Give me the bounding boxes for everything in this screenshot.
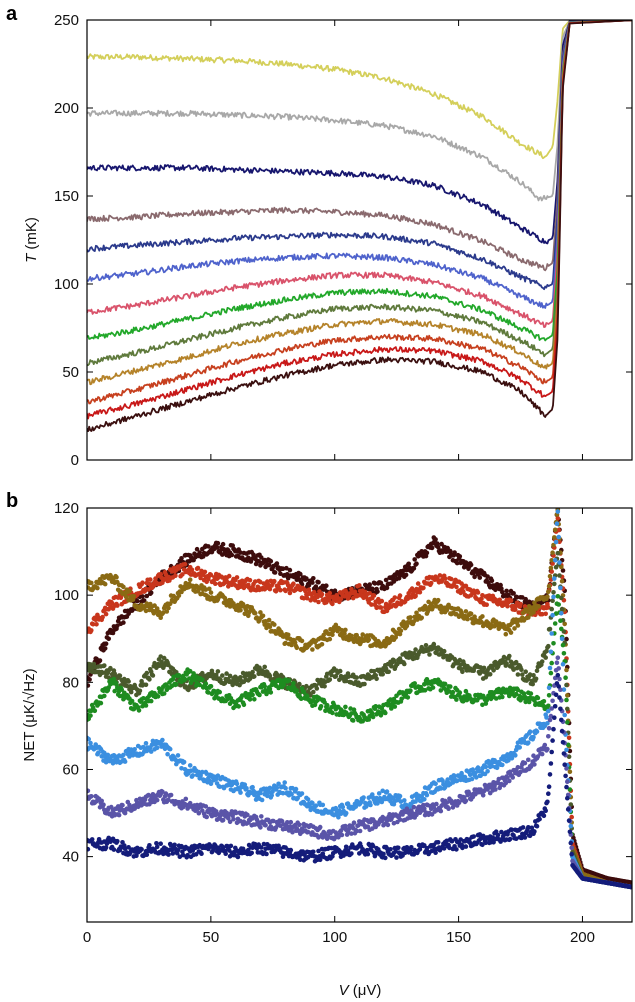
- panel-a-y-tick-label: 250: [54, 12, 79, 29]
- panel-b-x-axis-variable: V: [339, 982, 351, 999]
- panel-a-y-tick-label: 200: [54, 100, 79, 117]
- panel-a-series-3-line: [87, 20, 632, 272]
- panel-a-y-axis-label: T (mK): [23, 217, 40, 263]
- panel-a-y-axis-variable: T: [23, 252, 40, 263]
- panel-a-series-11-line: [87, 20, 632, 420]
- panel-b-x-tick-label: 50: [203, 929, 220, 946]
- panel-b-frame: [86, 507, 633, 923]
- panel-b-x-axis-unit: (μV): [349, 982, 382, 999]
- panel-a-series-10-line: [87, 20, 632, 405]
- panel-a-series-7-line: [87, 20, 632, 342]
- panel-a-series-9-line: [87, 20, 632, 386]
- panel-a-series-6-line: [87, 20, 632, 328]
- panel-b-x-tick-label: 0: [83, 929, 91, 946]
- panel-a-letter: a: [6, 3, 18, 25]
- panel-b-x-axis-label: V (μV): [339, 982, 382, 999]
- panel-b-x-tick-label: 150: [446, 929, 471, 946]
- panel-b-y-axis-label: NET (μK/√Hz): [21, 668, 38, 761]
- panel-a-y-axis-unit: (mK): [23, 217, 40, 254]
- panel-a-y-tick-label: 50: [62, 364, 79, 381]
- panel-a-series-1-line: [87, 20, 632, 202]
- panel-b-ticks: 0 50 100 150 200 40 60 80 100 120: [54, 500, 632, 946]
- panel-b-x-tick-label: 100: [322, 929, 347, 946]
- panel-a: a 0 50 100 150 200 250 T (mK): [6, 3, 633, 469]
- panel-a-series-4-line: [87, 20, 632, 291]
- panel-a-frame: [86, 19, 633, 461]
- panel-b-series-layer: [87, 508, 632, 890]
- panel-a-series-12-line: [87, 20, 632, 432]
- panel-b-x-tick-label: 200: [570, 929, 595, 946]
- panel-b-y-tick-label: 120: [54, 500, 79, 517]
- panel-a-series-2-line: [87, 20, 632, 245]
- panel-a-y-tick-label: 150: [54, 188, 79, 205]
- panel-b-y-tick-label: 100: [54, 587, 79, 604]
- panel-b-y-tick-label: 80: [62, 674, 79, 691]
- panel-b-series-2-points: [87, 508, 632, 890]
- panel-b-letter: b: [6, 490, 18, 512]
- panel-b-y-tick-label: 40: [62, 849, 79, 866]
- panel-a-series-8-line: [87, 20, 632, 367]
- panel-a-y-tick-label: 0: [71, 452, 79, 469]
- panel-b-series-7-points: [87, 672, 632, 890]
- panel-a-ticks: 0 50 100 150 200 250: [54, 12, 632, 469]
- panel-a-series-layer: [87, 20, 632, 432]
- panel-a-y-tick-label: 100: [54, 276, 79, 293]
- panel-a-series-5-line: [87, 20, 632, 309]
- panel-b-y-tick-label: 60: [62, 761, 79, 778]
- panel-a-series-0-line: [87, 20, 632, 160]
